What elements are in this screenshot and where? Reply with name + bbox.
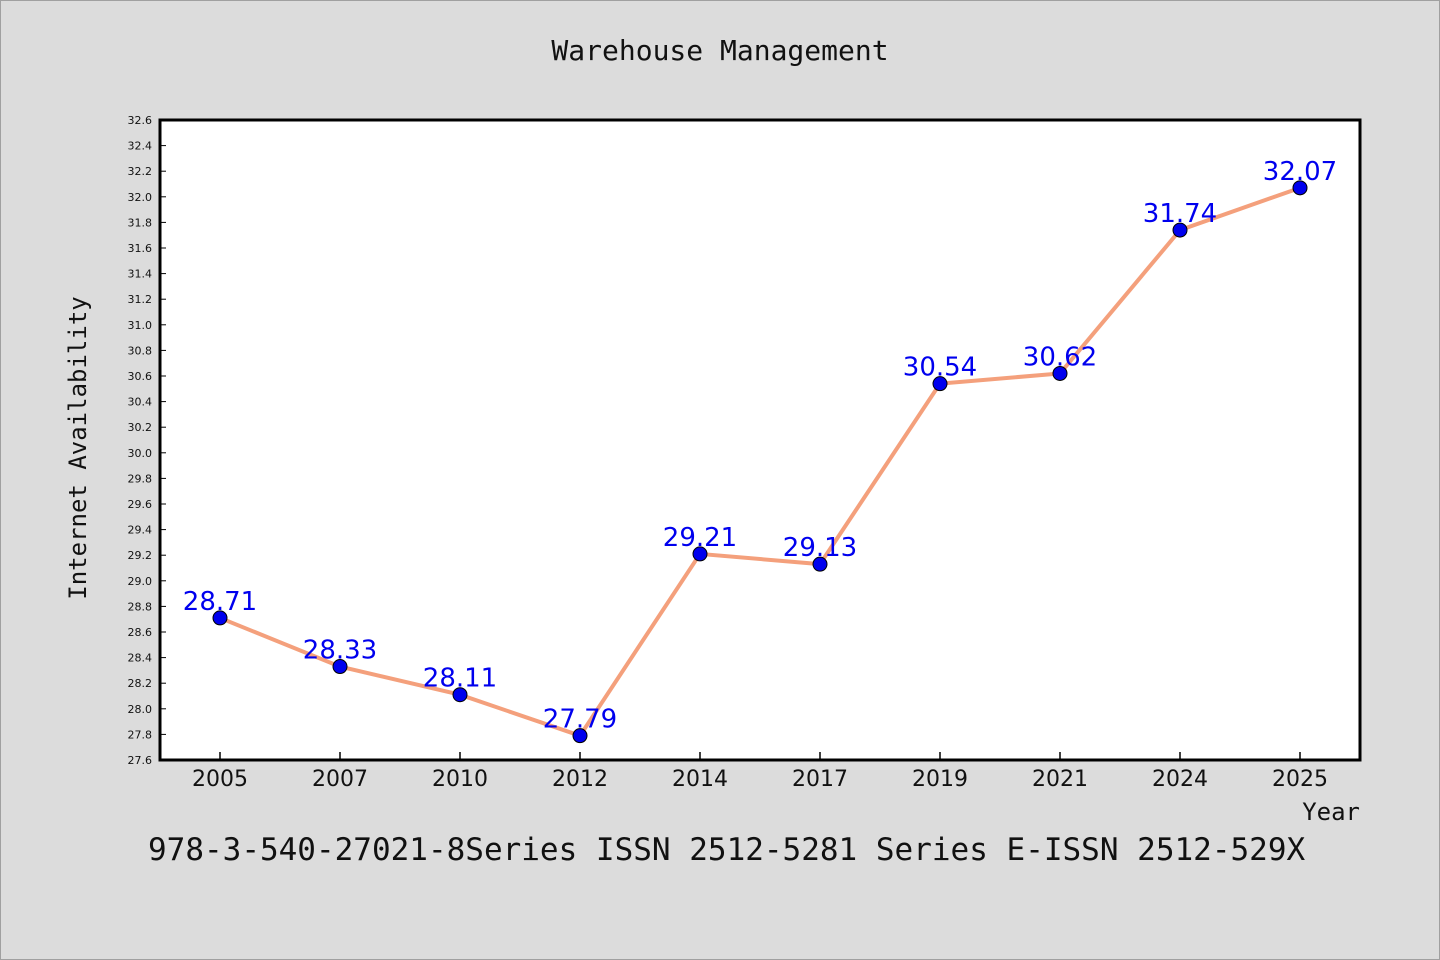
y-tick-label: 28.0	[128, 703, 153, 716]
y-tick-label: 31.0	[128, 319, 153, 332]
x-tick-label: 2012	[552, 767, 608, 792]
data-point	[332, 659, 348, 675]
data-value-label: 31.74	[1143, 199, 1217, 229]
y-tick-label: 30.8	[128, 344, 153, 357]
data-point	[1052, 365, 1068, 381]
data-value-label: 30.62	[1023, 342, 1097, 372]
data-point	[212, 610, 228, 626]
chart-title: Warehouse Management	[551, 34, 889, 67]
y-tick-label: 32.2	[128, 165, 153, 178]
x-tick-label: 2025	[1272, 767, 1328, 792]
y-tick-label: 28.4	[128, 652, 153, 665]
x-tick-label: 2005	[192, 767, 248, 792]
data-value-label: 32.07	[1263, 157, 1337, 187]
x-axis-label: Year	[1302, 798, 1360, 826]
y-tick-label: 30.6	[128, 370, 153, 383]
data-value-label: 28.11	[423, 664, 497, 694]
y-tick-label: 32.0	[128, 191, 153, 204]
y-tick-label: 32.6	[128, 114, 153, 127]
x-axis-ticks: 2005 2007 2010 2012 2014 2017 2019 2021 2024 2025	[192, 752, 1328, 792]
y-tick-label: 27.8	[128, 728, 153, 741]
data-point	[1172, 222, 1188, 238]
y-tick-label: 28.2	[128, 677, 153, 690]
plot-area	[158, 118, 1362, 762]
y-axis-label: Internet Availability	[64, 296, 92, 599]
data-point	[812, 556, 828, 572]
y-tick-label: 32.4	[128, 140, 153, 153]
data-point	[452, 687, 468, 703]
series-line	[219, 185, 1301, 739]
data-value-label: 29.13	[783, 533, 857, 563]
data-value-label: 27.79	[543, 705, 617, 735]
data-labels: 28.71 28.33 28.11 27.79 29.21 29.13 30.54 30.62…	[183, 157, 1337, 735]
y-tick-label: 29.6	[128, 498, 153, 511]
isbn-footer-text: 978-3-540-27021-8Series ISSN 2512-5281 S…	[148, 832, 1306, 868]
y-tick-label: 29.8	[128, 472, 153, 485]
x-tick-label: 2014	[672, 767, 728, 792]
y-tick-label: 30.0	[128, 447, 153, 460]
data-value-label: 28.33	[303, 636, 377, 666]
data-value-label: 29.21	[663, 523, 737, 553]
y-tick-label: 28.6	[128, 626, 153, 639]
y-tick-label: 30.2	[128, 421, 153, 434]
x-tick-label: 2010	[432, 767, 488, 792]
data-point	[692, 546, 708, 562]
data-value-label: 30.54	[903, 353, 977, 383]
y-tick-label: 31.4	[128, 268, 153, 281]
y-tick-label: 31.6	[128, 242, 153, 255]
data-point	[572, 728, 588, 744]
y-axis-ticks: 27.6 27.8 28.0 28.2 28.4 28.6 28.8 29.0 29.2 29.4…	[128, 114, 166, 767]
x-tick-label: 2021	[1032, 767, 1088, 792]
data-value-label: 28.71	[183, 587, 257, 617]
y-tick-label: 30.4	[128, 396, 153, 409]
x-tick-label: 2017	[792, 767, 848, 792]
x-tick-label: 2024	[1152, 767, 1208, 792]
y-tick-label: 31.8	[128, 216, 153, 229]
y-tick-label: 27.6	[128, 754, 153, 767]
x-tick-label: 2007	[312, 767, 368, 792]
y-tick-label: 29.0	[128, 575, 153, 588]
data-markers	[212, 180, 1308, 744]
data-point	[932, 376, 948, 392]
y-tick-label: 31.2	[128, 293, 153, 306]
data-point	[1292, 180, 1308, 196]
y-tick-label: 28.8	[128, 600, 153, 613]
x-tick-label: 2019	[912, 767, 968, 792]
y-tick-label: 29.4	[128, 524, 153, 537]
y-tick-label: 29.2	[128, 549, 153, 562]
